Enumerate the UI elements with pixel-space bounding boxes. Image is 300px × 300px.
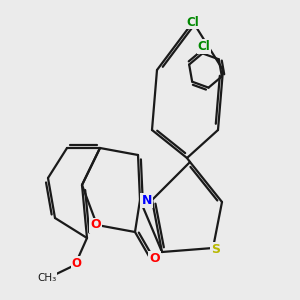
Text: N: N	[141, 194, 152, 206]
Text: Cl: Cl	[187, 16, 200, 28]
Text: Cl: Cl	[198, 40, 210, 53]
Text: O: O	[90, 218, 101, 232]
Text: S: S	[212, 243, 220, 256]
Text: CH₃: CH₃	[37, 273, 56, 283]
Text: O: O	[149, 251, 160, 265]
Text: O: O	[71, 257, 82, 270]
